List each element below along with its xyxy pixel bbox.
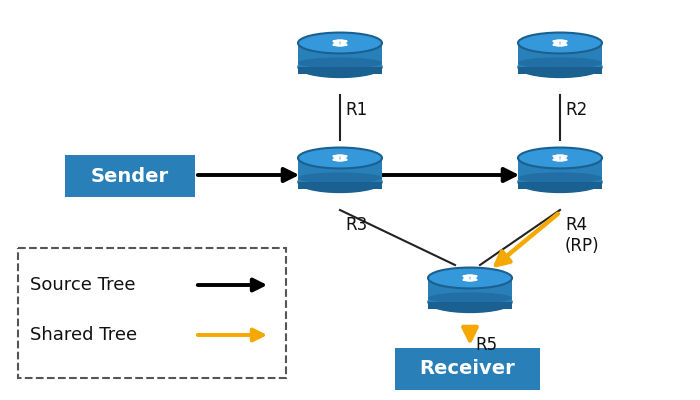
Ellipse shape: [298, 172, 382, 192]
Text: Sender: Sender: [91, 166, 169, 186]
Text: R5: R5: [475, 336, 497, 354]
FancyBboxPatch shape: [518, 41, 602, 74]
Ellipse shape: [298, 56, 382, 78]
FancyBboxPatch shape: [518, 41, 602, 67]
FancyBboxPatch shape: [395, 348, 540, 390]
FancyBboxPatch shape: [518, 156, 602, 182]
Ellipse shape: [298, 148, 382, 168]
FancyBboxPatch shape: [298, 156, 382, 182]
Text: Receiver: Receiver: [419, 360, 515, 378]
Ellipse shape: [428, 268, 512, 288]
Text: R4
(RP): R4 (RP): [565, 216, 600, 255]
FancyBboxPatch shape: [65, 155, 195, 197]
Ellipse shape: [298, 57, 382, 69]
Text: Shared Tree: Shared Tree: [30, 326, 137, 344]
FancyBboxPatch shape: [298, 156, 382, 189]
Text: Source Tree: Source Tree: [30, 276, 136, 294]
Text: R3: R3: [345, 216, 368, 234]
FancyBboxPatch shape: [298, 41, 382, 67]
Text: R1: R1: [345, 101, 368, 119]
Ellipse shape: [518, 172, 602, 192]
Ellipse shape: [298, 172, 382, 184]
FancyBboxPatch shape: [428, 276, 512, 309]
FancyBboxPatch shape: [428, 276, 512, 302]
Ellipse shape: [518, 172, 602, 184]
Ellipse shape: [428, 292, 512, 312]
Ellipse shape: [298, 32, 382, 54]
FancyBboxPatch shape: [518, 156, 602, 189]
FancyBboxPatch shape: [298, 41, 382, 74]
Ellipse shape: [518, 148, 602, 168]
Ellipse shape: [518, 57, 602, 69]
Ellipse shape: [518, 56, 602, 78]
Text: R2: R2: [565, 101, 587, 119]
Ellipse shape: [428, 292, 512, 304]
Ellipse shape: [518, 32, 602, 54]
